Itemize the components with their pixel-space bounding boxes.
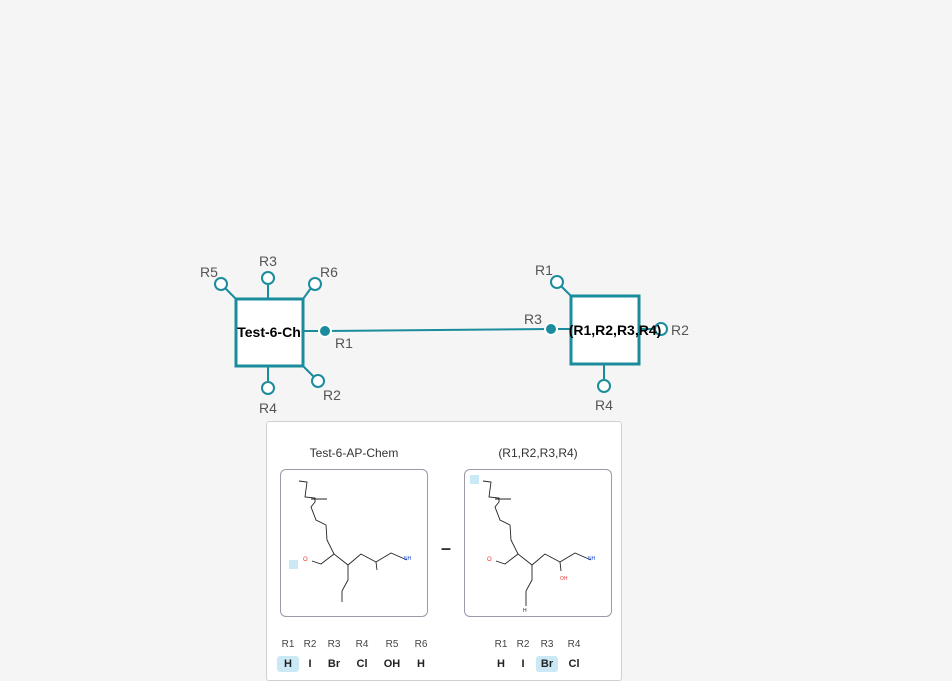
- ap-highlight: [289, 560, 298, 569]
- preview-left-structure: O NH: [280, 469, 428, 617]
- monomer-label: (R1,R2,R3,R4): [569, 322, 662, 338]
- ap-label-r1: R1: [335, 335, 353, 351]
- svg-text:OH: OH: [560, 576, 568, 582]
- bond-line[interactable]: [325, 328, 552, 332]
- ap-label-r4: R4: [259, 400, 277, 416]
- bond-preview-panel: Test-6-AP-Chem (R1,R2,R3,R4) O NH –: [266, 421, 622, 681]
- svg-text:O: O: [303, 557, 308, 563]
- preview-left-title: Test-6-AP-Chem: [309, 446, 399, 460]
- monomer-box[interactable]: [234, 297, 305, 368]
- attachment-point-r1[interactable]: [318, 324, 332, 338]
- ap-cell-r4[interactable]: R4 Cl: [355, 639, 369, 670]
- ap-label-r6: R6: [320, 264, 338, 280]
- ap-cell-r5[interactable]: R5 OH: [383, 639, 401, 670]
- ap-label-r2: R2: [323, 387, 341, 403]
- attachment-point-r6[interactable]: [308, 277, 322, 291]
- ap-label-r4: R4: [595, 397, 613, 413]
- svg-text:NH: NH: [588, 556, 596, 562]
- attachment-point-r4[interactable]: [597, 379, 611, 393]
- attachment-point-r1[interactable]: [550, 275, 564, 289]
- structure-drawing: O NH: [298, 480, 412, 602]
- monomer-test-6-ch[interactable]: Test-6-Ch R5 R3 R6 R1 R2 R4: [200, 253, 353, 416]
- attachment-point-r4[interactable]: [261, 381, 275, 395]
- ap-cell-r1[interactable]: R1 H: [494, 639, 508, 670]
- ap-cell-r2[interactable]: R2 I: [516, 639, 530, 670]
- ap-label-r1: R1: [535, 262, 553, 278]
- attachment-point-r2[interactable]: [311, 374, 325, 388]
- ap-label-r3: R3: [259, 253, 277, 269]
- ap-cell-r3[interactable]: R3 Br: [536, 638, 558, 672]
- ap-label-r3: R3: [524, 311, 542, 327]
- monomer-r1-r2-r3-r4[interactable]: R1 R3 R2 R4 (R1,R2,R3,R4): [524, 262, 689, 413]
- editor-canvas[interactable]: Test-6-Ch R5 R3 R6 R1 R2 R4 R1 R: [0, 0, 952, 666]
- attachment-point-r5[interactable]: [214, 277, 228, 291]
- structure-drawing: O NH OH H: [482, 480, 596, 614]
- attachment-point-r3[interactable]: [261, 271, 275, 285]
- ap-highlight: [470, 475, 479, 484]
- attachment-point-r3[interactable]: [544, 322, 558, 336]
- attachment-point-r2[interactable]: [654, 322, 668, 336]
- ap-cell-r2[interactable]: R2 I: [303, 639, 317, 670]
- bond-separator: –: [441, 538, 452, 558]
- ap-label-r2: R2: [671, 322, 689, 338]
- ap-label-r5: R5: [200, 264, 218, 280]
- preview-right-structure: O NH OH H: [464, 469, 612, 617]
- ap-cell-r1[interactable]: R1 H: [277, 638, 299, 672]
- svg-text:O: O: [487, 557, 492, 563]
- svg-text:H: H: [523, 608, 527, 614]
- ap-cell-r6[interactable]: R6 H: [414, 639, 428, 670]
- ap-cell-r4[interactable]: R4 Cl: [567, 639, 581, 670]
- ap-cell-r3[interactable]: R3 Br: [327, 639, 341, 670]
- preview-right-title: (R1,R2,R3,R4): [498, 446, 578, 460]
- monomer-label: Test-6-Ch: [237, 324, 301, 340]
- svg-text:NH: NH: [404, 556, 412, 562]
